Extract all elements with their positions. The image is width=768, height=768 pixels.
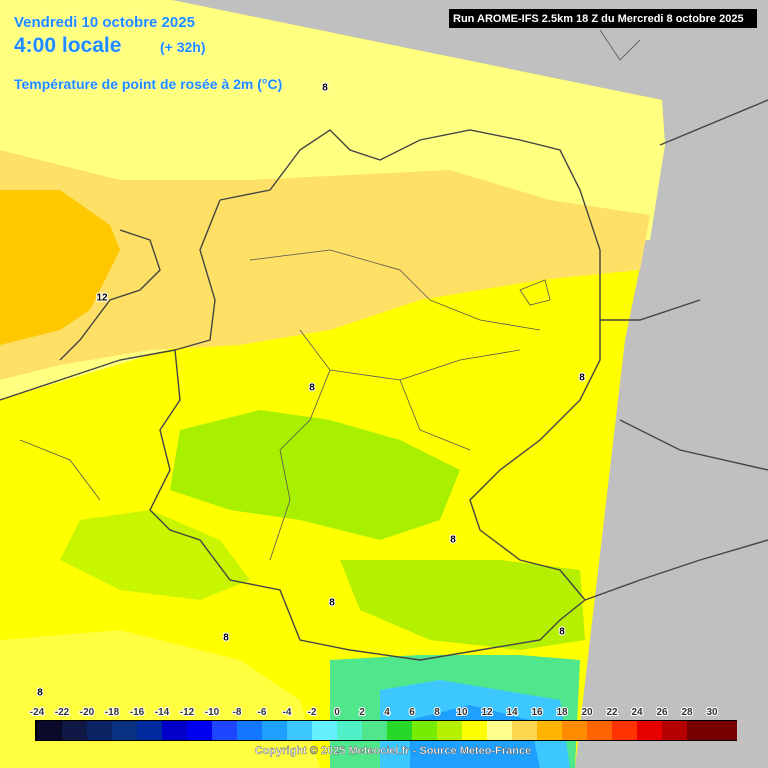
legend-label: 6 (409, 707, 415, 718)
legend-swatch (587, 721, 613, 740)
legend-swatch (187, 721, 213, 740)
legend-swatch (62, 721, 88, 740)
legend-swatch (637, 721, 663, 740)
legend-label: -10 (205, 707, 220, 718)
legend-label: 0 (334, 707, 340, 718)
model-domain (0, 0, 665, 768)
legend-swatch (662, 721, 688, 740)
copyright: Copyright © 2025 Meteociel.fr - Source M… (255, 745, 531, 757)
legend-swatch (87, 721, 113, 740)
forecast-date: Vendredi 10 octobre 2025 (14, 14, 195, 31)
legend-label: 10 (456, 707, 468, 718)
legend-label: -24 (30, 707, 45, 718)
legend-label: 2 (359, 707, 365, 718)
run-box (449, 9, 757, 28)
legend-swatch (337, 721, 363, 740)
legend-swatch (112, 721, 138, 740)
legend-label: 22 (606, 707, 618, 718)
legend-label: -12 (180, 707, 195, 718)
legend-label: -4 (283, 707, 292, 718)
legend-swatch (362, 721, 388, 740)
contour-label: 8 (329, 598, 335, 609)
forecast-time: 4:00 locale (14, 34, 121, 57)
legend-label: 20 (581, 707, 593, 718)
contour-label: 8 (559, 627, 565, 638)
legend-swatch (487, 721, 513, 740)
legend-swatch (262, 721, 288, 740)
legend-label: -2 (308, 707, 317, 718)
legend-swatch (137, 721, 163, 740)
contour-label: 8 (309, 383, 315, 394)
legend-label: 30 (706, 707, 718, 718)
legend-swatch (312, 721, 338, 740)
legend-swatch (37, 721, 63, 740)
legend-label: -22 (55, 707, 70, 718)
legend-swatch (537, 721, 563, 740)
contour-labels: 12 8 8 8 8 8 8 8 8 (36, 82, 586, 700)
legend-swatch (687, 721, 713, 740)
legend-label: -6 (258, 707, 267, 718)
contour-label: 12 (96, 293, 108, 304)
legend-swatch (512, 721, 538, 740)
legend-swatch (612, 721, 638, 740)
legend-swatch (562, 721, 588, 740)
legend-swatch (212, 721, 238, 740)
parameter-title: Température de point de rosée à 2m (°C) (14, 76, 282, 92)
legend-label: -14 (155, 707, 170, 718)
legend-label: 26 (656, 707, 668, 718)
legend-swatch (237, 721, 263, 740)
legend-swatch (387, 721, 413, 740)
contour-label: 8 (37, 688, 43, 699)
legend-label: 4 (384, 707, 390, 718)
legend-label: -18 (105, 707, 120, 718)
contour-label: 8 (223, 633, 229, 644)
header: Vendredi 10 octobre 2025 4:00 locale (+ … (14, 9, 757, 92)
legend-swatch (162, 721, 188, 740)
legend-swatch (712, 721, 737, 740)
legend-label: 18 (556, 707, 568, 718)
legend-label: -8 (233, 707, 242, 718)
legend-label: 16 (531, 707, 543, 718)
legend-swatch (437, 721, 463, 740)
legend-label: 12 (481, 707, 493, 718)
legend-label: 8 (434, 707, 440, 718)
lead-time: (+ 32h) (160, 39, 206, 55)
legend-label: 28 (681, 707, 693, 718)
legend-swatch (462, 721, 488, 740)
borders (0, 29, 768, 661)
legend-label: -16 (130, 707, 145, 718)
color-legend: -24 -22 -20 -18 -16 -14 -12 -10 -8 -6 -4 -2 0 2 4 6 8 10 1… (29, 706, 737, 741)
legend-label: 24 (631, 707, 643, 718)
contour-label: 8 (450, 535, 456, 546)
legend-swatch (412, 721, 438, 740)
contour-label: 8 (579, 373, 585, 384)
legend-label: 14 (506, 707, 518, 718)
contour-label: 8 (322, 83, 328, 94)
run-info: Run AROME-IFS 2.5km 18 Z du Mercredi 8 o… (453, 13, 744, 25)
legend-swatch (287, 721, 313, 740)
legend-label: -20 (80, 707, 95, 718)
